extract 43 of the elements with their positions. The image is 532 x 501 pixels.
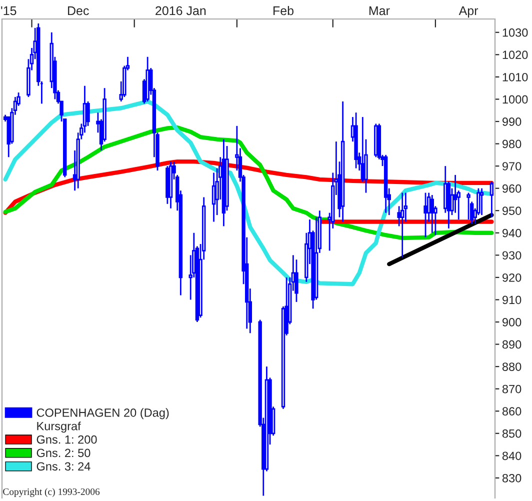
candlestick <box>86 100 90 127</box>
y-tick-label: 920 <box>502 273 522 282</box>
candlestick <box>480 188 484 216</box>
x-tick-label: Feb <box>274 6 294 16</box>
legend-label: Gns. 1: 200 <box>36 435 97 444</box>
x-tick-label: '15 <box>1 6 16 16</box>
candlestick <box>294 258 298 303</box>
y-tick-label: 1000 <box>502 95 528 104</box>
y-tick-label: 910 <box>502 296 522 304</box>
candlestick <box>490 180 494 218</box>
y-tick-label: 980 <box>502 140 522 148</box>
annotation: Copyright (c) 1993-2006 <box>3 488 100 497</box>
y-tick-label: 1030 <box>502 28 528 37</box>
y-tick-label: 990 <box>502 118 522 126</box>
y-tick-label: 940 <box>502 228 522 238</box>
x-tick-label: Mar <box>369 6 390 16</box>
y-tick-label: 950 <box>502 206 522 215</box>
x-tick-label: Dec <box>68 6 89 16</box>
y-tick-label: 880 <box>502 362 522 371</box>
y-tick-label: 900 <box>502 318 522 326</box>
y-tick-label: 870 <box>502 384 522 394</box>
x-tick-label: 2016 Jan <box>156 6 206 16</box>
candlestick <box>424 192 428 238</box>
legend-label: Gns. 2: 50 <box>36 448 90 458</box>
y-tick-label: 850 <box>502 429 522 438</box>
annotation: Kursgraf <box>37 422 81 433</box>
candlestick <box>466 192 470 220</box>
y-tick-label: 970 <box>502 162 522 170</box>
y-tick-label: 960 <box>502 184 522 193</box>
y-tick-label: 830 <box>502 474 522 482</box>
candlestick <box>397 205 401 227</box>
candlestick <box>400 192 404 258</box>
y-tick-label: 890 <box>502 340 522 349</box>
y-tick-label: 1010 <box>502 72 528 82</box>
legend-label: Gns. 3: 24 <box>36 462 90 471</box>
legend-label: COPENHAGEN 20 (Dag) <box>36 408 169 420</box>
y-tick-label: 1020 <box>502 50 528 60</box>
y-tick-label: 860 <box>502 407 522 416</box>
x-tick-label: Apr <box>458 6 478 18</box>
y-tick-label: 840 <box>502 452 522 460</box>
candlestick <box>430 194 434 234</box>
y-tick-label: 930 <box>502 251 522 260</box>
line-series <box>3 99 494 286</box>
